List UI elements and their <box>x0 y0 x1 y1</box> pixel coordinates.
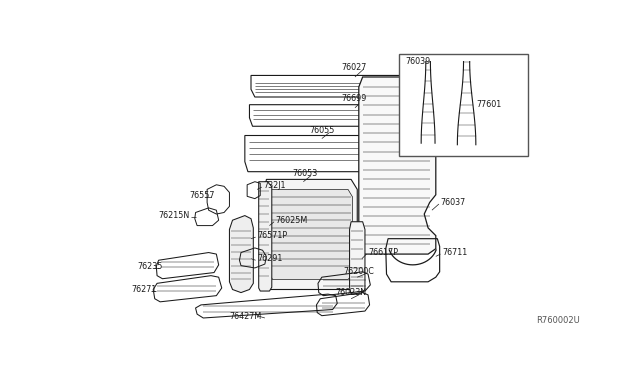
Text: 76039: 76039 <box>405 57 430 66</box>
Polygon shape <box>230 216 253 293</box>
Text: 76027: 76027 <box>342 63 367 72</box>
Polygon shape <box>259 182 272 291</box>
Text: 76699: 76699 <box>342 94 367 103</box>
Text: 76291: 76291 <box>257 254 282 263</box>
Text: 76055: 76055 <box>310 126 335 135</box>
Bar <box>399 54 528 155</box>
Text: 76025M: 76025M <box>276 216 308 225</box>
Text: 76053: 76053 <box>292 170 318 179</box>
Text: 732J1: 732J1 <box>263 181 286 190</box>
Text: 77601: 77601 <box>477 100 502 109</box>
Text: 76235: 76235 <box>137 262 163 271</box>
Text: 76571P: 76571P <box>257 231 287 240</box>
Polygon shape <box>359 77 436 254</box>
Polygon shape <box>265 179 357 289</box>
Text: 76200C: 76200C <box>344 267 374 276</box>
Text: 76427M: 76427M <box>230 312 262 321</box>
Polygon shape <box>349 222 365 294</box>
Text: 76037: 76037 <box>440 198 466 207</box>
Text: 76215N: 76215N <box>159 211 190 220</box>
Text: 76617P: 76617P <box>368 248 398 257</box>
Text: R760002U: R760002U <box>536 316 580 325</box>
Text: 76271: 76271 <box>132 285 157 294</box>
Text: 76711: 76711 <box>442 248 467 257</box>
Text: 76023N: 76023N <box>336 288 367 297</box>
Polygon shape <box>269 189 353 279</box>
Text: 76557: 76557 <box>189 191 215 200</box>
